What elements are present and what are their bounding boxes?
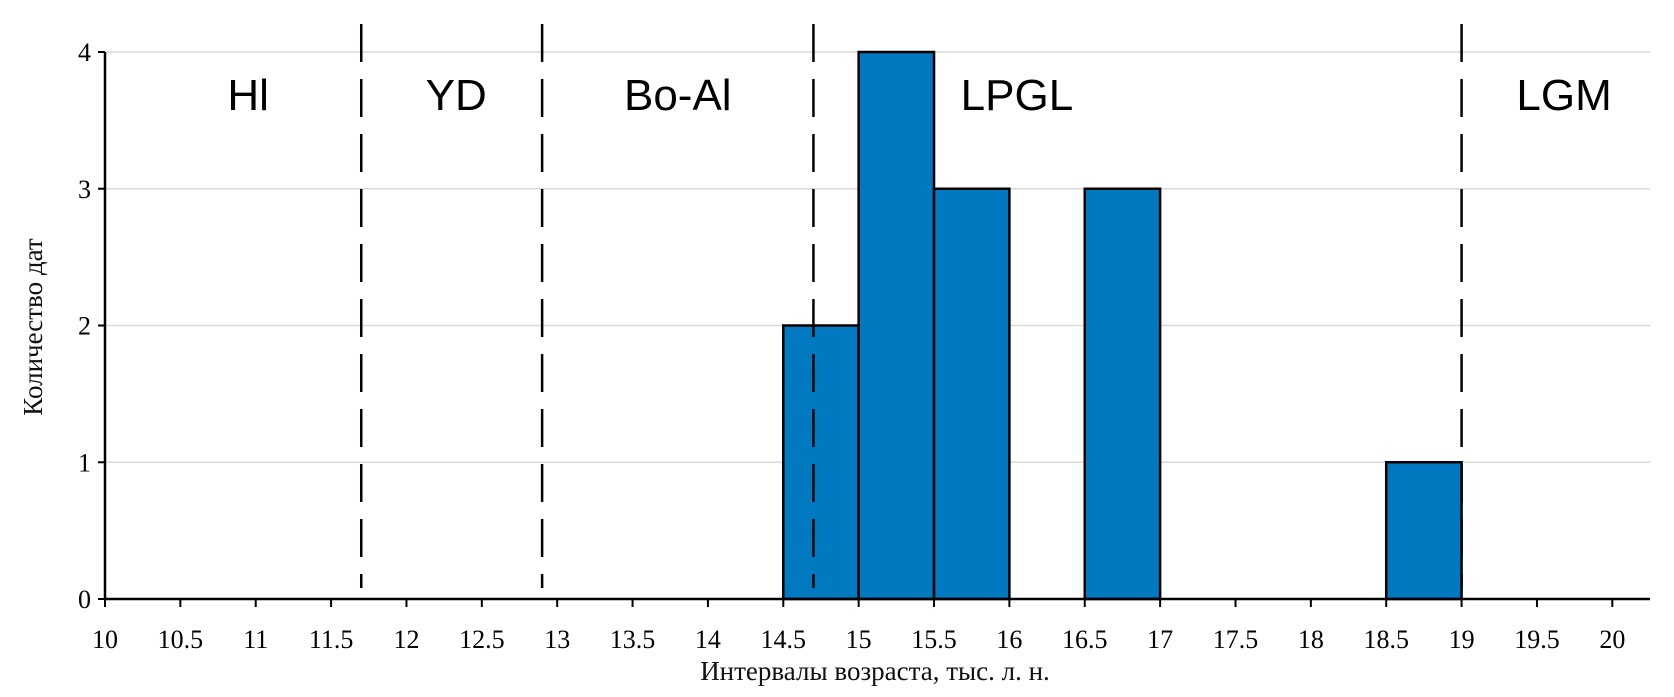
x-tick-label: 16 xyxy=(996,625,1022,654)
x-tick-label: 19.5 xyxy=(1514,625,1560,654)
x-tick-label: 20 xyxy=(1599,625,1625,654)
axes xyxy=(98,51,1650,607)
period-label: LPGL xyxy=(961,71,1074,120)
y-tick-label: 2 xyxy=(78,312,91,341)
period-label: Hl xyxy=(227,71,269,120)
period-label: YD xyxy=(426,71,487,120)
x-tick-label: 11.5 xyxy=(309,625,354,654)
x-tick-label: 14 xyxy=(695,625,721,654)
y-tick-label: 0 xyxy=(78,585,91,614)
x-tick-label: 10 xyxy=(92,625,118,654)
x-tick-label: 11 xyxy=(243,625,268,654)
x-tick-label: 12.5 xyxy=(459,625,505,654)
histogram-bar xyxy=(1083,187,1162,601)
y-tick-label: 1 xyxy=(78,448,91,477)
x-tick-label: 13 xyxy=(544,625,570,654)
period-label: Bo-Al xyxy=(624,71,732,120)
x-tick-label: 17 xyxy=(1147,625,1173,654)
x-tick-label: 19 xyxy=(1449,625,1475,654)
histogram-bar xyxy=(782,324,860,601)
x-axis-title: Интервалы возраста, тыс. л. н. xyxy=(700,656,1050,686)
x-tick-label: 18 xyxy=(1298,625,1324,654)
period-boundaries xyxy=(359,24,1463,588)
x-tick-label: 16.5 xyxy=(1062,625,1108,654)
y-axis-title: Количество дат xyxy=(18,238,48,416)
x-tick-label: 14.5 xyxy=(761,625,807,654)
x-tick-label: 13.5 xyxy=(610,625,656,654)
x-tick-label: 15.5 xyxy=(911,625,957,654)
x-tick-label: 18.5 xyxy=(1363,625,1409,654)
period-label: LGM xyxy=(1516,71,1611,120)
histogram-bar xyxy=(857,50,936,601)
y-tick-label: 4 xyxy=(78,38,91,67)
period-labels: Hl YD Bo-Al LPGL LGM xyxy=(227,71,1611,120)
x-tick-label: 15 xyxy=(846,625,872,654)
histogram-bar xyxy=(1384,461,1463,601)
x-tick-label: 17.5 xyxy=(1213,625,1259,654)
x-tick-labels: 10 10.5 11 11.5 12 12.5 13 13.5 14 14.5 15 15.5 16 16… xyxy=(92,625,1625,654)
x-tick-label: 12 xyxy=(393,625,419,654)
x-tick-label: 10.5 xyxy=(158,625,204,654)
y-tick-labels: 0 1 2 3 4 xyxy=(78,38,91,614)
y-tick-label: 3 xyxy=(78,175,91,204)
histogram-bar xyxy=(932,187,1011,601)
